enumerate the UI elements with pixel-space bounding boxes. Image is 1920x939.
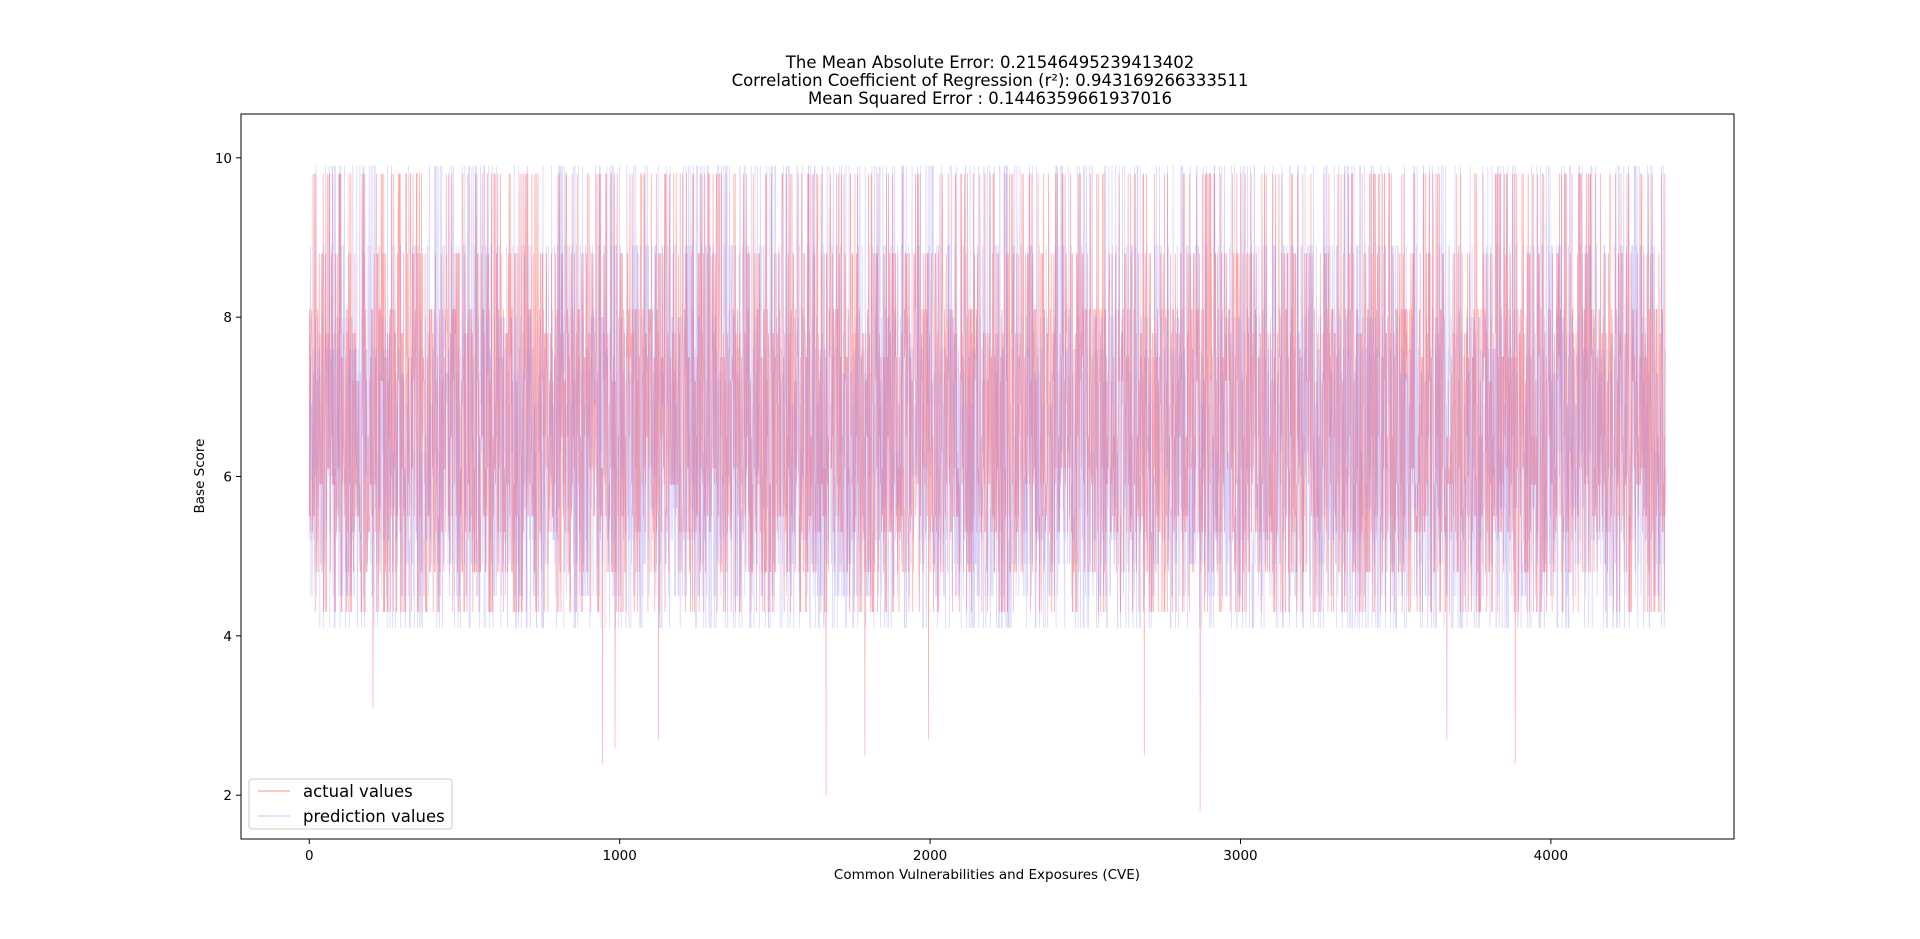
title-line-r2: Correlation Coefficient of Regression (r… — [732, 71, 1249, 90]
y-tick-label: 4 — [223, 629, 232, 645]
legend: actual values prediction values — [248, 778, 453, 830]
x-tick-label: 2000 — [913, 848, 947, 864]
x-tick-label: 0 — [305, 848, 314, 864]
x-axis-label: Common Vulnerabilities and Exposures (CV… — [834, 867, 1140, 883]
y-tick-label: 10 — [215, 151, 232, 167]
plot-series-layer — [308, 165, 1666, 812]
legend-label-prediction: prediction values — [303, 807, 445, 826]
y-tick-label: 8 — [223, 310, 232, 326]
series-line-prediction — [308, 165, 1666, 629]
legend-label-actual: actual values — [303, 782, 413, 801]
chart-title: The Mean Absolute Error: 0.2154649523941… — [732, 53, 1249, 108]
title-line-mse: Mean Squared Error : 0.1446359661937016 — [808, 89, 1172, 108]
series-line-actual — [308, 173, 1666, 812]
x-tick-label: 1000 — [603, 848, 637, 864]
title-line-mae: The Mean Absolute Error: 0.2154649523941… — [785, 53, 1194, 72]
y-tick-label: 2 — [223, 788, 232, 804]
x-axis: 0 1000 2000 3000 4000 — [305, 839, 1568, 864]
y-tick-label: 6 — [223, 470, 232, 486]
x-tick-label: 4000 — [1534, 848, 1568, 864]
x-tick-label: 3000 — [1223, 848, 1257, 864]
y-axis-label: Base Score — [192, 439, 208, 514]
y-axis: 2 4 6 8 10 — [215, 151, 241, 804]
legend-box — [248, 778, 453, 830]
